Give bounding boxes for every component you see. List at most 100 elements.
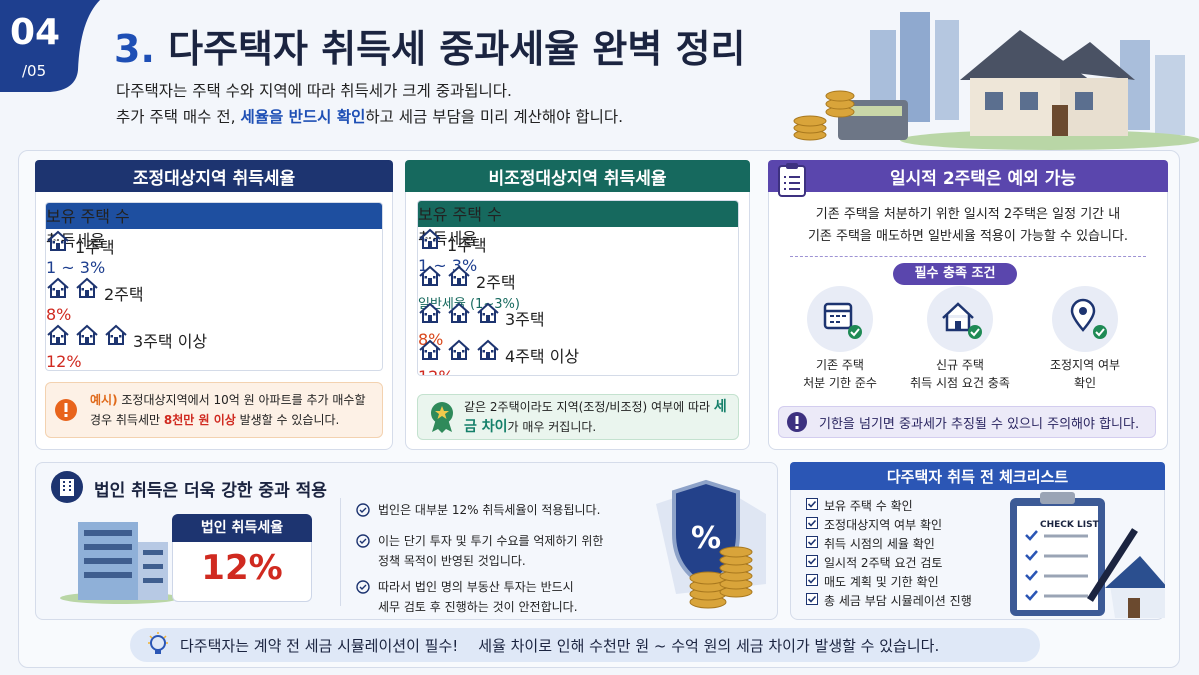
count-cell: 1주택 — [46, 229, 382, 258]
condition-line: 취득 시점 요건 충족 — [910, 376, 1010, 390]
adjusted-table: 보유 주택 수 취득세율 1주택 1 ~ 3% 2주택 8% 3주택 이상 12% — [45, 202, 383, 371]
house-icons — [418, 273, 476, 292]
bullet-text: 법인은 대부분 12% 취득세율이 적용됩니다. — [378, 500, 600, 523]
table-header: 보유 주택 수 취득세율 — [418, 201, 738, 248]
rate-value: 12% — [201, 548, 283, 588]
condition-line: 조정지역 여부 — [1049, 358, 1121, 372]
checkbox — [806, 498, 818, 513]
condition-label: 조정지역 여부 확인 — [1025, 356, 1145, 392]
checklist-text: 조정대상지역 여부 확인 — [824, 518, 943, 532]
note-highlight: 세금 차이 — [464, 399, 727, 435]
condition-line: 기존 주택 — [816, 358, 864, 372]
corporate-bullets: 법인은 대부분 12% 취득세율이 적용됩니다. 이는 단기 투자 및 투기 수요… — [356, 500, 616, 623]
hero-illustration — [793, 12, 1199, 150]
count-cell: 2주택 — [418, 264, 738, 293]
subtitle-line: 다주택자는 주택 수와 지역에 따라 취득세가 크게 중과됩니다. — [116, 82, 512, 100]
house-icons — [46, 238, 75, 257]
count-label: 4주택 이상 — [505, 347, 580, 366]
checklist-header: 다주택자 취득 전 체크리스트 — [790, 462, 1165, 490]
checklist-item: 일시적 2주택 요건 검토 — [806, 553, 972, 572]
condition-icon — [1052, 286, 1118, 352]
note-text-part: 조정대상지역에서 10억 원 아파트를 추가 매수할 경우 취득세만 — [90, 393, 366, 427]
checklist-text: 보유 주택 수 확인 — [824, 499, 913, 513]
note-text-part: 가 매우 커집니다. — [507, 420, 597, 434]
svg-text:%: % — [691, 521, 721, 556]
note-text: 예시) 조정대상지역에서 10억 원 아파트를 추가 매수할 경우 취득세만 8… — [90, 390, 374, 430]
bulb-icon — [148, 632, 168, 654]
note-label: 예시) — [90, 393, 118, 407]
count-label: 3주택 이상 — [133, 332, 208, 351]
condition-icon — [807, 286, 873, 352]
rate-label: 법인 취득세율 — [172, 514, 312, 542]
check-icon — [356, 531, 370, 571]
bullet: 법인은 대부분 12% 취득세율이 적용됩니다. — [356, 500, 616, 523]
temporary-header: 일시적 2주택은 예외 가능 — [768, 160, 1168, 192]
footer-text: 세율 차이로 인해 수천만 원 ~ 수억 원의 세금 차이가 발생할 수 있습니… — [478, 636, 940, 655]
badge-total: /05 — [22, 62, 47, 80]
bullet-line: 따라서 법인 명의 부동산 투자는 반드시 — [378, 580, 574, 594]
bullet-line: 이는 단기 투자 및 투기 수요를 억제하기 위한 — [378, 534, 604, 548]
house-icons — [418, 310, 505, 329]
temporary-description: 기존 주택을 처분하기 위한 일시적 2주택은 일정 기간 내 기존 주택을 매… — [768, 204, 1168, 248]
clipboard-icon — [778, 163, 806, 197]
description-line: 기존 주택을 매도하면 일반세율 적용이 가능할 수 있습니다. — [807, 229, 1129, 244]
bullet-line: 법인은 대부분 12% 취득세율이 적용됩니다. — [378, 503, 601, 517]
checkbox — [806, 574, 818, 589]
checkbox — [806, 517, 818, 532]
checklist-item: 취득 시점의 세율 확인 — [806, 534, 972, 553]
non-adjusted-header: 비조정대상지역 취득세율 — [405, 160, 750, 192]
title: 3. 다주택자 취득세 중과세율 완벽 정리 — [114, 18, 745, 73]
condition-icon — [927, 286, 993, 352]
count-label: 2주택 — [476, 273, 516, 292]
checklist-item: 총 세금 부담 시뮬레이션 진행 — [806, 591, 972, 610]
check-icon — [356, 500, 370, 523]
clipboard-illustration — [1010, 492, 1165, 618]
table-row: 2주택 일반세율 (1~3%) — [418, 264, 738, 312]
divider — [790, 256, 1146, 257]
bullet-line: 정책 목적이 반영된 것입니다. — [378, 554, 526, 568]
header-cell: 보유 주택 수 — [418, 205, 502, 224]
rate-cell: 8% — [46, 305, 72, 324]
subtitle: 다주택자는 주택 수와 지역에 따라 취득세가 크게 중과됩니다. 추가 주택 … — [116, 78, 623, 130]
badge-number: 04 — [10, 12, 61, 53]
subtitle-line: 추가 주택 매수 전, 세율을 반드시 확인하고 세금 부담을 미리 계산해야 … — [116, 104, 623, 130]
rate-cell: 1 ~ 3% — [46, 258, 106, 277]
warning-icon — [55, 399, 77, 421]
checklist-item: 매도 계획 및 기한 확인 — [806, 572, 972, 591]
count-label: 1주택 — [447, 236, 487, 255]
count-cell: 2주택 — [46, 276, 382, 305]
shield-illustration: % — [656, 479, 766, 609]
conditions-pill: 필수 충족 조건 — [893, 263, 1017, 285]
condition-label: 신규 주택 취득 시점 요건 충족 — [900, 356, 1020, 392]
note-text-part: 같은 2주택이라도 지역(조정/비조정) 여부에 따라 — [464, 400, 714, 414]
title-number: 3. — [114, 27, 155, 71]
footer: 다주택자는 계약 전 세금 시뮬레이션이 필수! 세율 차이로 인해 수천만 원 … — [130, 628, 1040, 662]
subtitle-text: 추가 주택 매수 전, — [116, 108, 241, 126]
checkbox — [806, 593, 818, 608]
table-row: 1주택 1 ~ 3% — [46, 229, 382, 277]
table-row: 1주택 1 ~ 3% — [418, 227, 738, 275]
award-icon — [431, 402, 453, 433]
office-illustration — [60, 522, 180, 604]
checklist-item: 보유 주택 수 확인 — [806, 496, 972, 515]
checklist-image-label: CHECK LIST — [1040, 520, 1099, 530]
bullet-line: 세무 검토 후 진행하는 것이 안전합니다. — [378, 600, 578, 614]
header-cell: 보유 주택 수 — [46, 207, 130, 226]
count-cell: 1주택 — [418, 227, 738, 256]
title-text: 다주택자 취득세 중과세율 완벽 정리 — [168, 27, 746, 71]
description-line: 기존 주택을 처분하기 위한 일시적 2주택은 일정 기간 내 — [815, 207, 1121, 222]
table-row: 3주택 8% — [418, 301, 738, 349]
count-label: 2주택 — [104, 285, 144, 304]
count-cell: 3주택 이상 — [46, 323, 382, 352]
house-icons — [46, 332, 133, 351]
checklist-text: 취득 시점의 세율 확인 — [824, 537, 935, 551]
condition-line: 처분 기한 준수 — [803, 376, 877, 390]
